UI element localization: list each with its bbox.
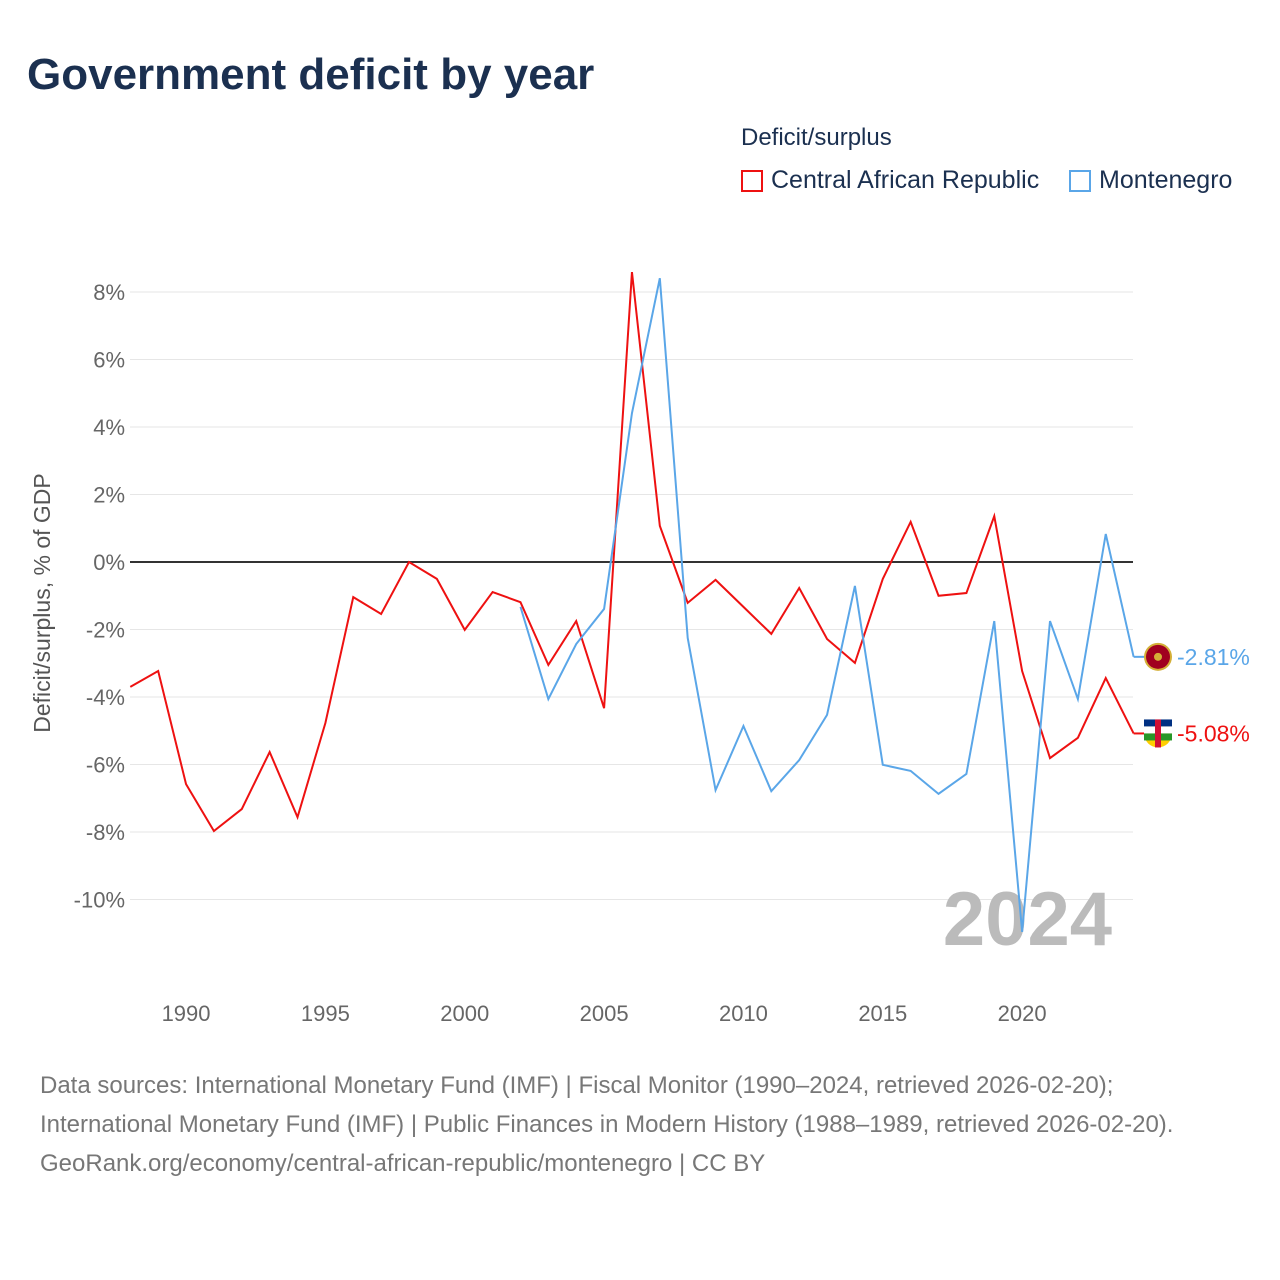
x-tick-label: 2020 xyxy=(998,1001,1047,1026)
chart-title: Government deficit by year xyxy=(27,50,595,99)
y-tick-label: 8% xyxy=(93,280,125,305)
x-tick-label: 1990 xyxy=(162,1001,211,1026)
legend-title: Deficit/surplus xyxy=(741,124,892,151)
y-tick-label: 2% xyxy=(93,483,125,508)
legend-swatch-montenegro xyxy=(1069,169,1091,192)
legend-label-car: Central African Republic xyxy=(771,166,1040,194)
y-tick-label: 0% xyxy=(93,550,125,575)
y-tick-label: -8% xyxy=(86,820,125,845)
legend-label-montenegro: Montenegro xyxy=(1099,166,1233,194)
x-tick-label: 2000 xyxy=(440,1001,489,1026)
flag-car-icon xyxy=(1144,719,1172,748)
legend-swatch-car xyxy=(741,169,763,192)
y-tick-label: -4% xyxy=(86,685,125,710)
x-tick-label: 2010 xyxy=(719,1001,768,1026)
x-tick-label: 1995 xyxy=(301,1001,350,1026)
x-tick-label: 2015 xyxy=(858,1001,907,1026)
flag-stripe xyxy=(1155,719,1161,748)
year-watermark: 2024 xyxy=(943,877,1112,962)
y-tick-label: -2% xyxy=(86,618,125,643)
y-tick-label: 4% xyxy=(93,415,125,440)
y-axis-label: Deficit/surplus, % of GDP xyxy=(29,473,55,732)
source-link[interactable]: GeoRank.org/economy/central-african-repu… xyxy=(40,1150,766,1177)
footer: Data sources: International Monetary Fun… xyxy=(40,1066,1240,1183)
legend-item-car[interactable]: Central African Republic xyxy=(741,166,1039,195)
end-value-label: -5.08% xyxy=(1177,720,1250,746)
flag-montenegro-icon xyxy=(1144,642,1172,671)
data-sources: Data sources: International Monetary Fun… xyxy=(40,1072,1174,1138)
y-tick-label: -6% xyxy=(86,753,125,778)
end-value-label: -2.81% xyxy=(1177,644,1250,670)
flag-emblem xyxy=(1154,652,1162,661)
y-tick-label: 6% xyxy=(93,348,125,373)
series-line-montenegro xyxy=(519,277,1135,932)
x-tick-label: 2005 xyxy=(580,1001,629,1026)
series-line-car xyxy=(129,271,1135,833)
y-tick-label: -10% xyxy=(74,888,125,913)
legend-item-montenegro[interactable]: Montenegro xyxy=(1069,166,1232,195)
